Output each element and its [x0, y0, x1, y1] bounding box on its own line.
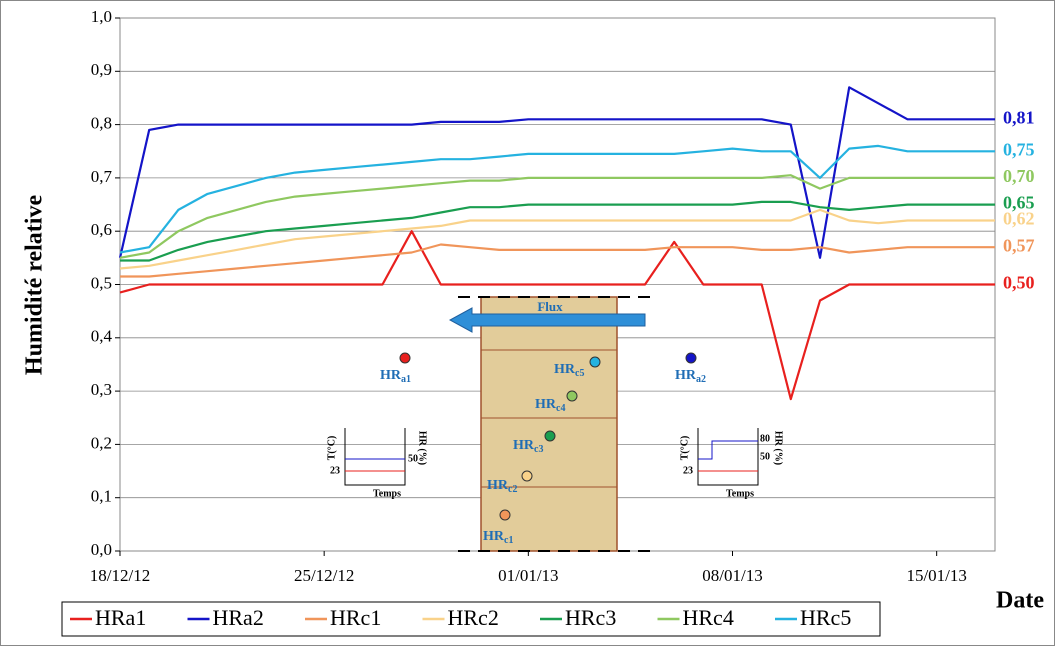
sensor-sub: c5 — [575, 368, 584, 379]
flux-arrow — [448, 307, 646, 333]
y-tick-label: 0,4 — [91, 327, 113, 346]
sensor-sub: c3 — [534, 444, 543, 455]
end-label: 0,50 — [1003, 273, 1035, 293]
sensor — [589, 356, 601, 368]
sensor-base: HR — [487, 478, 509, 493]
inset-line — [698, 440, 758, 460]
sensor-label: HRc5 — [554, 362, 584, 379]
inset-label: HR (%) — [773, 431, 784, 465]
series-line — [119, 174, 995, 259]
legend-label: HRc5 — [800, 605, 851, 630]
legend-label: HRc2 — [448, 605, 499, 630]
y-tick-label: 0,5 — [91, 273, 112, 292]
series-line — [118, 86, 995, 259]
y-tick-label: 0,7 — [91, 167, 113, 186]
inset-axes — [344, 428, 406, 486]
inset-label: 50 — [760, 451, 770, 462]
x-tick-label: 01/01/13 — [498, 566, 558, 585]
legend-label: HRc4 — [683, 605, 734, 630]
end-label: 0,65 — [1003, 193, 1035, 213]
inset-label: 80 — [760, 433, 770, 444]
sensor-base: HR — [554, 362, 576, 377]
x-tick-label: 25/12/12 — [294, 566, 354, 585]
sensor-sub: a2 — [696, 374, 706, 385]
sensor — [544, 430, 556, 442]
sensor-base: HR — [535, 397, 557, 412]
end-label: 0,57 — [1003, 235, 1035, 255]
inset-label: T(°C) — [326, 436, 337, 461]
legend-label: HRa1 — [95, 605, 146, 630]
legend-label: HRc1 — [330, 605, 381, 630]
inset-label: 23 — [330, 465, 340, 476]
sensor-base: HR — [513, 438, 535, 453]
legend-label: HRc3 — [565, 605, 616, 630]
inset-label: 23 — [683, 465, 693, 476]
lines: 0,81 0,50 0,57 0,620,65 0,70 0,75 — [118, 86, 1035, 401]
sensor — [685, 352, 697, 364]
sensor-label: HRa1 — [380, 368, 411, 385]
sensor-sub: c4 — [556, 403, 565, 414]
sensor-label: HRc4 — [535, 397, 565, 414]
y-tick-label: 0,6 — [91, 220, 112, 239]
series-line — [119, 144, 995, 254]
inset-axes — [697, 428, 759, 486]
y-tick-label: 0,3 — [91, 380, 112, 399]
sensor-sub: c2 — [508, 484, 517, 495]
y-tick-label: 0,1 — [91, 487, 112, 506]
sensor-sub: c1 — [504, 535, 513, 546]
sensor — [521, 470, 533, 482]
end-label: 0,81 — [1003, 107, 1035, 127]
legend-label: HRa2 — [213, 605, 264, 630]
series-line — [119, 208, 995, 270]
inset-diagram: Flux HRa1 HRa2 HRc1 HRc2 HRc3 HRc4 HRc5 … — [326, 296, 784, 552]
sensor-base: HR — [675, 368, 697, 383]
y-tick-label: 0,9 — [91, 60, 112, 79]
y-axis-label: Humidité relative — [22, 195, 48, 376]
sensor — [566, 390, 578, 402]
flux-label: Flux — [537, 299, 563, 314]
series-line — [119, 230, 995, 401]
inset-label: Temps — [726, 488, 754, 499]
x-tick-label: 15/01/13 — [906, 566, 966, 585]
series-line — [120, 243, 995, 278]
end-label: 0,62 — [1003, 209, 1035, 229]
sensor-label: HRc3 — [513, 438, 543, 455]
y-tick-label: 0,8 — [91, 114, 112, 133]
end-label: 0,70 — [1003, 166, 1035, 186]
end-label: 0,75 — [1003, 139, 1035, 159]
x-tick-label: 08/01/13 — [702, 566, 762, 585]
series-line — [120, 200, 995, 262]
x-tick-label: 18/12/12 — [90, 566, 150, 585]
inset-label: Temps — [373, 488, 401, 499]
inset-label: T(°C) — [679, 436, 690, 461]
wall — [480, 296, 618, 552]
y-tick-label: 1,0 — [91, 7, 112, 26]
x-axis-label: Date — [996, 588, 1044, 614]
sensor-label: HRc2 — [487, 478, 517, 495]
sensor — [499, 509, 511, 521]
sensor-sub: a1 — [401, 374, 411, 385]
sensor-label: HRa2 — [675, 368, 706, 385]
y-tick-label: 0,2 — [91, 433, 112, 452]
sensor-base: HR — [380, 368, 402, 383]
y-tick-label: 0,0 — [91, 540, 112, 559]
inset-label: HR (%) — [417, 431, 428, 465]
sensor — [399, 352, 411, 364]
sensor-label: HRc1 — [483, 529, 513, 546]
sensor-base: HR — [483, 529, 505, 544]
inset-label: 50 — [408, 453, 418, 464]
